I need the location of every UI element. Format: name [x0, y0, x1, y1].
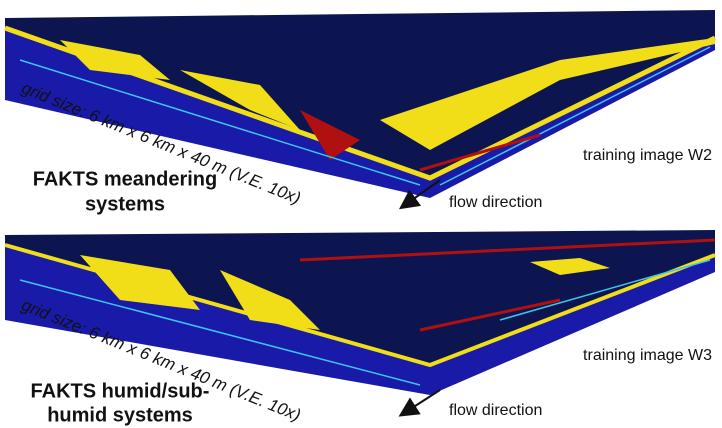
block-w3 [5, 230, 715, 395]
panel-title: systems [85, 193, 165, 215]
figure: grid size: 6 km x 6 km x 40 m (V.E. 10x)… [0, 0, 722, 428]
flow-label: flow direction [449, 194, 542, 211]
panel-title: FAKTS humid/sub- [31, 380, 210, 402]
image-label: training image W3 [583, 347, 712, 364]
panel-title: FAKTS meandering [33, 168, 217, 190]
panel-title: humid systems [47, 404, 193, 426]
flow-label: flow direction [449, 402, 542, 419]
image-label: training image W2 [583, 147, 712, 164]
